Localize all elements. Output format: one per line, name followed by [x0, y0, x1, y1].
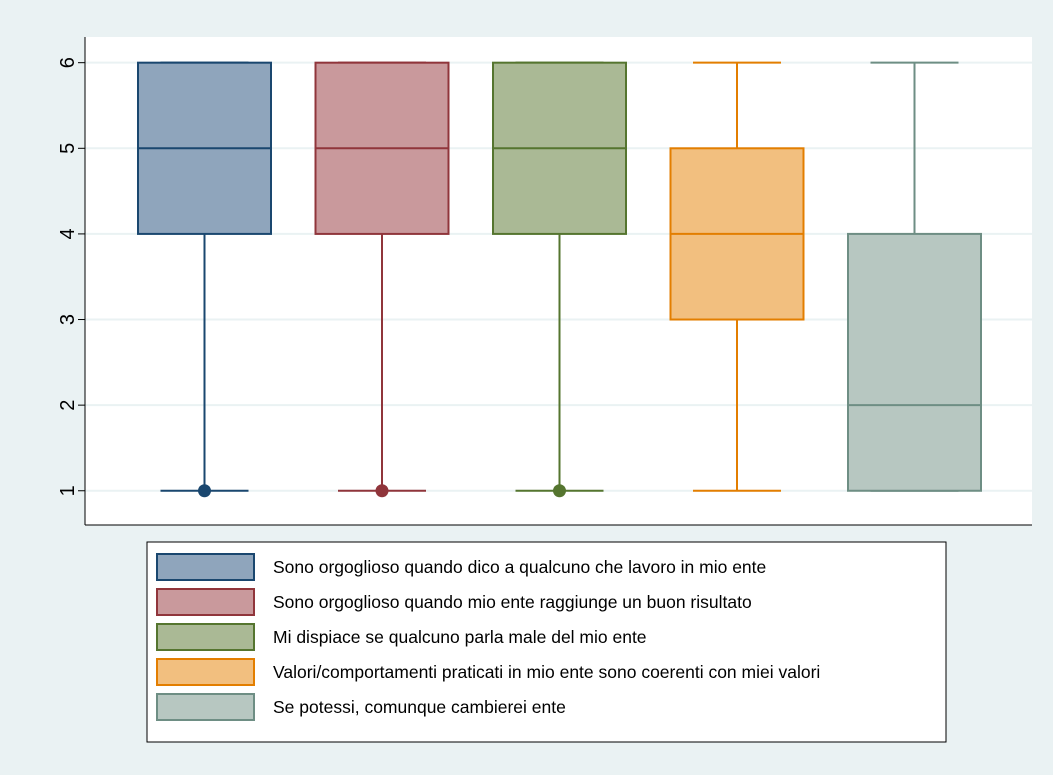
legend-label-4: Valori/comportamenti praticati in mio en…	[273, 662, 820, 682]
box-5	[847, 61, 982, 492]
outlier-point	[375, 484, 389, 498]
legend-label-1: Sono orgoglioso quando dico a qualcuno c…	[273, 557, 766, 577]
y-tick-label-6: 6	[57, 57, 79, 68]
box-3	[492, 61, 627, 498]
box-2	[314, 61, 450, 498]
box-4	[669, 61, 805, 492]
y-tick-label-5: 5	[57, 143, 79, 154]
y-tick-label-1: 1	[57, 485, 79, 496]
legend-label-5: Se potessi, comunque cambierei ente	[273, 697, 566, 717]
outlier-point	[198, 484, 211, 498]
box-1	[137, 61, 272, 498]
y-tick-label-3: 3	[57, 314, 79, 325]
legend-box	[146, 541, 947, 743]
legend-label-2: Sono orgoglioso quando mio ente raggiung…	[273, 592, 752, 612]
legend: Sono orgoglioso quando dico a qualcuno c…	[146, 541, 947, 743]
legend-swatch-2	[156, 588, 255, 616]
legend-swatch-1	[156, 553, 255, 581]
y-tick-label-2: 2	[57, 400, 79, 411]
axes: 1 2 3 4 5 6	[57, 37, 1032, 526]
legend-label-3: Mi dispiace se qualcuno parla male del m…	[273, 627, 647, 647]
outlier-point	[553, 484, 566, 498]
box-iqr	[847, 232, 982, 492]
legend-swatch-5	[156, 693, 255, 721]
y-tick-label-4: 4	[57, 228, 79, 239]
legend-swatch-3	[156, 623, 255, 651]
boxes	[137, 61, 982, 498]
legend-swatch-4	[156, 658, 255, 686]
